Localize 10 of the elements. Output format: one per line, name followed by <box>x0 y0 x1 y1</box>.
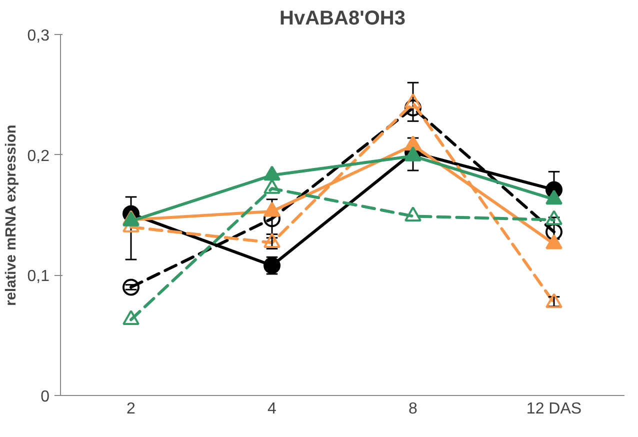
x-tick-label: 12 DAS <box>526 400 582 418</box>
y-tick-label: 0,1 <box>27 268 50 286</box>
y-tick-label: 0,2 <box>27 148 50 165</box>
y-tick-label: 0 <box>40 388 50 406</box>
x-tick-label: 8 <box>408 400 418 418</box>
y-axis-title: relative mRNA expression <box>3 124 20 306</box>
y-tick-label: 0,3 <box>27 28 50 44</box>
x-tick-label: 4 <box>268 400 277 418</box>
x-tick-label: 2 <box>126 400 136 418</box>
chart-title: HvABA8'OH3 <box>280 8 406 30</box>
